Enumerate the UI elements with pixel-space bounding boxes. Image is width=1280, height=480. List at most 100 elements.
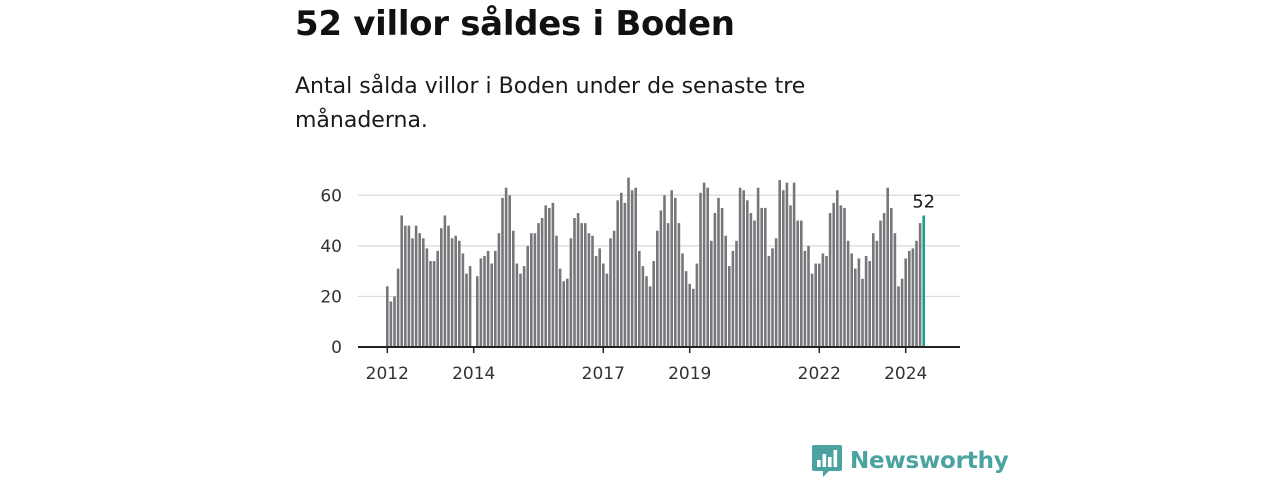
bar xyxy=(411,238,414,347)
bar xyxy=(688,283,691,347)
bar xyxy=(846,240,850,347)
bar xyxy=(872,233,875,347)
bar xyxy=(522,266,526,347)
bar xyxy=(785,182,789,347)
chart-title: 52 villor såldes i Boden xyxy=(295,4,735,44)
bar xyxy=(465,273,468,347)
bar xyxy=(900,278,904,347)
bar xyxy=(774,238,778,347)
bar xyxy=(674,197,677,347)
bar xyxy=(807,245,810,347)
bar xyxy=(443,215,447,347)
bar xyxy=(429,261,432,347)
bar xyxy=(616,200,619,347)
bar xyxy=(886,187,889,347)
bar xyxy=(818,263,821,347)
bar xyxy=(418,233,421,347)
bar xyxy=(612,230,616,347)
bar xyxy=(720,207,724,347)
bar xyxy=(897,286,900,347)
bar xyxy=(432,261,436,347)
bar xyxy=(450,238,454,347)
bar xyxy=(875,240,879,347)
bar xyxy=(692,288,695,347)
bar xyxy=(656,230,659,347)
bar xyxy=(652,261,655,347)
bar xyxy=(404,225,407,347)
chart-subtitle: Antal sålda villor i Boden under de sena… xyxy=(295,74,806,133)
bars xyxy=(386,177,925,347)
bar xyxy=(602,263,605,347)
bar xyxy=(414,225,418,347)
bar xyxy=(893,233,897,347)
bar xyxy=(677,223,681,347)
bar xyxy=(803,250,807,347)
bar xyxy=(782,190,785,347)
bar xyxy=(702,182,706,347)
bar xyxy=(400,215,403,347)
bar xyxy=(695,263,699,347)
bar xyxy=(605,273,609,347)
bar xyxy=(440,228,443,347)
bar xyxy=(699,192,702,347)
bar xyxy=(738,187,742,347)
bar xyxy=(710,240,713,347)
bar xyxy=(771,248,774,347)
bar xyxy=(537,223,540,347)
bar xyxy=(627,177,630,347)
bar xyxy=(850,253,853,347)
bar xyxy=(832,202,835,347)
bar xyxy=(684,271,688,347)
bar xyxy=(594,255,598,347)
bar xyxy=(386,286,389,347)
bar xyxy=(504,187,508,347)
x-tick-label: 2019 xyxy=(668,364,711,384)
bar xyxy=(778,180,781,347)
bar xyxy=(389,301,393,347)
bar xyxy=(555,235,558,347)
y-tick-label: 0 xyxy=(331,338,342,358)
bar xyxy=(526,245,529,347)
bar xyxy=(494,250,497,347)
bar xyxy=(641,266,645,347)
bar xyxy=(407,225,411,347)
bar xyxy=(890,207,893,347)
bar xyxy=(904,258,907,347)
bar xyxy=(724,235,727,347)
bar xyxy=(918,223,922,347)
bar xyxy=(566,278,569,347)
bar xyxy=(540,218,544,347)
bar xyxy=(663,195,666,347)
bar xyxy=(508,195,511,347)
bar xyxy=(796,220,799,347)
bar xyxy=(749,212,753,347)
bar xyxy=(908,250,911,347)
bar xyxy=(638,250,641,347)
bar xyxy=(792,182,796,347)
bar xyxy=(515,263,519,347)
newsworthy-logo-icon xyxy=(812,445,842,477)
bar xyxy=(868,261,871,347)
bar xyxy=(569,238,573,347)
bar xyxy=(735,240,738,347)
bar xyxy=(839,205,843,347)
bar xyxy=(458,240,461,347)
bar xyxy=(512,230,515,347)
bar xyxy=(519,273,522,347)
bar xyxy=(645,276,648,347)
bar xyxy=(857,258,861,347)
bar xyxy=(789,205,792,347)
bar xyxy=(911,248,915,347)
bar xyxy=(630,190,634,347)
bar xyxy=(836,190,839,347)
bar xyxy=(609,238,612,347)
bar xyxy=(393,296,396,347)
bar xyxy=(479,258,483,347)
bar xyxy=(681,253,684,347)
bar xyxy=(447,225,450,347)
bar xyxy=(587,233,591,347)
bar xyxy=(753,220,756,347)
newsworthy-brand[interactable]: Newsworthy xyxy=(812,445,1009,477)
bar xyxy=(598,248,601,347)
x-tick-label: 2024 xyxy=(884,364,927,384)
